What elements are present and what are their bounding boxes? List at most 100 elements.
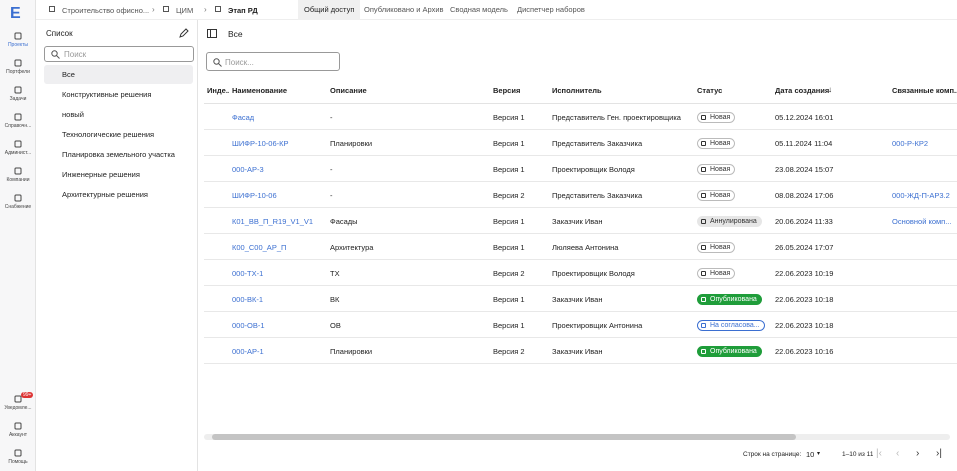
related-company[interactable]: 000-Р-КР2 <box>892 139 929 148</box>
doc-name[interactable]: 000-ВК-1 <box>232 295 264 304</box>
doc-name[interactable]: 000-АР-3 <box>232 165 264 174</box>
created-date: 26.05.2024 17:07 <box>775 243 834 252</box>
nav-label: Задачи <box>9 96 27 102</box>
list-item[interactable]: Все <box>44 65 193 84</box>
page-button[interactable]: |‹ <box>876 448 882 459</box>
breadcrumb-item[interactable]: Строительство офисно... <box>62 6 150 15</box>
nav-item[interactable]: Снабжение <box>0 194 36 210</box>
panel-title: Список <box>46 29 73 38</box>
list-item[interactable]: Инженерные решения <box>62 170 140 179</box>
column-header[interactable]: Статус <box>697 86 723 95</box>
version[interactable]: Версия 1 <box>493 321 525 330</box>
main-search[interactable]: Поиск... <box>206 52 340 71</box>
description: Планировки <box>330 347 373 356</box>
table-row[interactable] <box>204 208 957 234</box>
breadcrumb-item[interactable]: Этап РД <box>228 6 258 15</box>
column-header[interactable]: Инде... <box>207 86 229 95</box>
h-scrollbar[interactable] <box>204 434 950 440</box>
version[interactable]: Версия 1 <box>493 165 525 174</box>
column-header[interactable]: Дата создания <box>775 86 830 95</box>
column-header[interactable]: Наименование <box>232 86 288 95</box>
doc-name[interactable]: К00_С00_АР_П <box>232 243 287 252</box>
column-header[interactable]: Описание <box>330 86 367 95</box>
scroll-thumb[interactable] <box>212 434 796 440</box>
tab[interactable]: Опубликовано и Архив <box>364 5 444 14</box>
table-row[interactable] <box>204 286 957 312</box>
nav-label: Компании <box>6 177 30 183</box>
doc-name[interactable]: К01_ВВ_П_R19_V1_V1 <box>232 217 314 226</box>
nav-item[interactable]: Админист... <box>0 140 36 156</box>
version[interactable]: Версия 1 <box>493 243 525 252</box>
table-row[interactable] <box>204 156 957 182</box>
list-item[interactable]: новый <box>62 110 84 119</box>
doc-name[interactable]: Фасад <box>232 113 255 122</box>
toggle-panel[interactable] <box>207 29 217 38</box>
doc-name[interactable]: 000-ОВ-1 <box>232 321 265 330</box>
column-header[interactable]: Версия <box>493 86 521 95</box>
status-icon <box>701 323 706 328</box>
version[interactable]: Версия 1 <box>493 113 525 122</box>
list-item[interactable]: Планировка земельного участка <box>62 150 175 159</box>
executor: Представитель Заказчика <box>552 191 643 200</box>
nav-item[interactable]: Помощь <box>0 449 36 465</box>
breadcrumb-item[interactable]: ЦИМ <box>176 6 194 15</box>
column-header[interactable]: Связанные комп... <box>892 86 957 95</box>
edit-icon[interactable] <box>179 28 189 38</box>
nav-item[interactable]: Компании <box>0 167 36 183</box>
page-button[interactable]: › <box>916 448 920 459</box>
panel-search[interactable]: Поиск <box>44 46 194 62</box>
created-date: 22.06.2023 10:18 <box>775 321 834 330</box>
table-row[interactable] <box>204 182 957 208</box>
table-row[interactable] <box>204 338 957 364</box>
status-badge: Новая <box>697 190 736 201</box>
status-icon <box>701 245 706 250</box>
table-row[interactable] <box>204 312 957 338</box>
list-item[interactable]: Технологические решения <box>62 130 155 139</box>
nav-label: Проекты <box>7 42 29 48</box>
created-date: 22.06.2023 10:16 <box>775 347 834 356</box>
doc-name[interactable]: 000-ТХ-1 <box>232 269 264 278</box>
tab[interactable]: Сводная модель <box>450 5 508 14</box>
page-button[interactable]: ‹ <box>896 448 900 459</box>
main: Все Поиск... Инде...Наименование Описание… <box>198 20 957 471</box>
table-row[interactable] <box>204 130 957 156</box>
tab[interactable]: Общий доступ <box>298 0 361 20</box>
doc-name[interactable]: ШИФР-10-06 <box>232 191 277 200</box>
rows-select[interactable]: 10 <box>806 450 815 459</box>
logo[interactable]: E <box>10 5 21 22</box>
version[interactable]: Версия 2 <box>493 269 525 278</box>
description: ВК <box>330 295 340 304</box>
doc-name[interactable]: ШИФР-10-06-КР <box>232 139 289 148</box>
nav-item[interactable]: Задачи <box>0 86 36 102</box>
column-header[interactable]: Исполнитель <box>552 86 602 95</box>
version[interactable]: Версия 1 <box>493 295 525 304</box>
nav-item[interactable]: Аккаунт <box>0 422 36 438</box>
table-row[interactable] <box>204 104 957 130</box>
related-company[interactable]: 000-ЖД-П-АР3.2 <box>892 191 950 200</box>
search-icon <box>213 58 222 67</box>
view-title: Все <box>228 29 243 39</box>
nav-item[interactable]: Уведомле... <box>0 395 36 411</box>
list-item[interactable]: Конструктивные решения <box>62 90 152 99</box>
tab[interactable]: Диспетчер наборов <box>517 5 585 14</box>
list-item[interactable]: Архитектурные решения <box>62 190 148 199</box>
status-badge: Новая <box>697 112 736 123</box>
related-company[interactable]: Основной комп... <box>892 217 952 226</box>
version[interactable]: Версия 1 <box>493 139 525 148</box>
nav-item[interactable]: Проекты <box>0 32 36 48</box>
table-row[interactable] <box>204 260 957 286</box>
nav-item[interactable]: Портфели <box>0 59 36 75</box>
created-date: 22.06.2023 10:18 <box>775 295 834 304</box>
doc-name[interactable]: 000-АР-1 <box>232 347 264 356</box>
version[interactable]: Версия 2 <box>493 191 525 200</box>
created-date: 22.06.2023 10:19 <box>775 269 834 278</box>
table-row[interactable] <box>204 234 957 260</box>
nav-item[interactable]: Справочн... <box>0 113 36 129</box>
status-icon <box>701 141 706 146</box>
page-button[interactable]: ›| <box>936 448 942 459</box>
created-date: 05.12.2024 16:01 <box>775 113 834 122</box>
list-panel: Список Поиск Все Конструктивные решения но… <box>36 20 198 471</box>
version[interactable]: Версия 1 <box>493 217 525 226</box>
version[interactable]: Версия 2 <box>493 347 525 356</box>
header-divider <box>204 103 957 104</box>
